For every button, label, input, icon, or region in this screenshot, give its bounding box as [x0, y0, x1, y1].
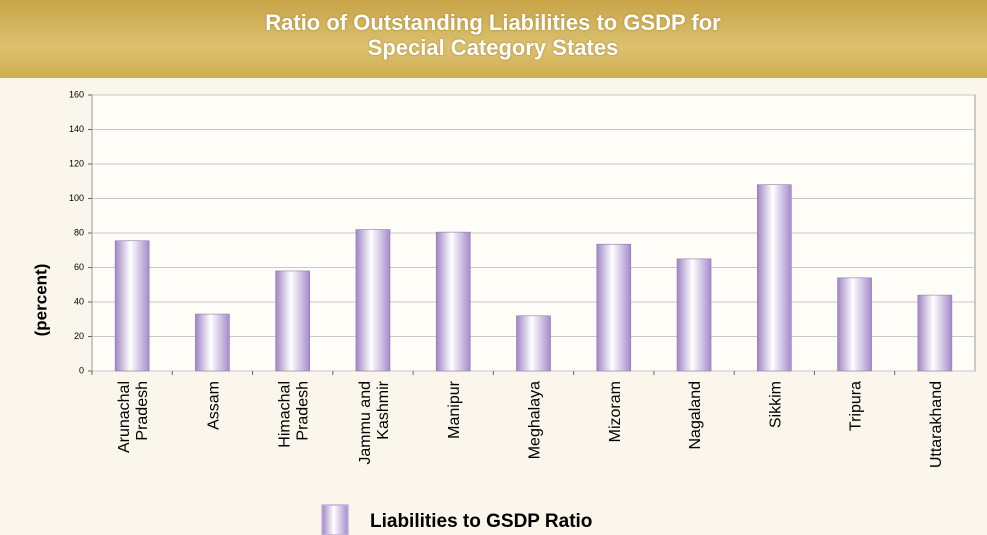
x-tick-label: ArunachalPradesh: [116, 381, 151, 453]
x-tick-label: Uttarakhand: [928, 381, 945, 468]
bar: [596, 243, 632, 372]
x-tick-label: HimachalPradesh: [277, 381, 312, 448]
y-tick-label: 100: [69, 193, 84, 203]
bar: [837, 277, 872, 372]
x-tick-label: Nagaland: [687, 381, 704, 450]
bar: [355, 229, 391, 372]
y-tick-label: 60: [74, 262, 84, 272]
legend-swatch: [321, 504, 349, 535]
bar: [676, 258, 712, 372]
y-tick-label: 160: [69, 89, 84, 99]
x-tick-label: Meghalaya: [527, 381, 544, 459]
bar: [435, 231, 471, 372]
bar: [195, 313, 230, 372]
bar: [917, 294, 953, 372]
bar: [516, 315, 551, 372]
x-tick-label: Assam: [205, 381, 222, 430]
bar: [275, 270, 310, 372]
title-banner: [0, 0, 987, 78]
x-tick-label: Manipur: [446, 380, 463, 438]
y-axis-label: (percent): [31, 264, 50, 337]
bar: [757, 184, 792, 372]
chart-title: Ratio of Outstanding Liabilities to GSDP…: [265, 10, 721, 60]
y-tick-label: 20: [74, 331, 84, 341]
y-tick-label: 80: [74, 227, 84, 237]
legend-label: Liabilities to GSDP Ratio: [370, 511, 592, 532]
x-tick-label: Jammu andKashmir: [357, 380, 392, 464]
x-tick-label: Sikkim: [767, 381, 784, 428]
y-tick-label: 140: [69, 124, 84, 134]
x-tick-label: Mizoram: [607, 381, 624, 442]
x-tick-label: Tripura: [848, 381, 865, 431]
y-tick-label: 40: [74, 296, 84, 306]
y-tick-label: 120: [69, 158, 84, 168]
y-tick-label: 0: [79, 365, 84, 375]
bar: [114, 240, 150, 372]
